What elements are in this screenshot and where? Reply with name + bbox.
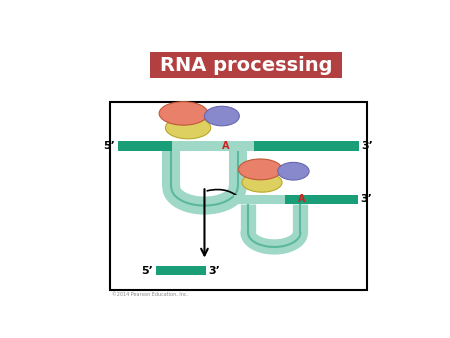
FancyBboxPatch shape [172, 141, 254, 151]
Text: 5’: 5’ [104, 141, 116, 151]
Ellipse shape [159, 102, 208, 125]
FancyBboxPatch shape [234, 195, 285, 204]
Ellipse shape [166, 117, 211, 139]
Text: 3’: 3’ [361, 141, 374, 151]
Ellipse shape [278, 162, 309, 180]
Text: A: A [298, 194, 306, 204]
FancyBboxPatch shape [110, 102, 367, 290]
FancyBboxPatch shape [156, 266, 206, 275]
Text: RNA processing: RNA processing [160, 56, 333, 75]
Text: ©2014 Pearson Education, Inc.: ©2014 Pearson Education, Inc. [112, 292, 188, 297]
Ellipse shape [204, 106, 239, 126]
FancyBboxPatch shape [150, 52, 342, 78]
Ellipse shape [238, 159, 282, 180]
FancyBboxPatch shape [118, 141, 172, 151]
FancyBboxPatch shape [285, 195, 358, 204]
Text: 3’: 3’ [209, 266, 220, 276]
Text: 5’: 5’ [141, 266, 153, 276]
FancyBboxPatch shape [254, 141, 359, 151]
Text: A: A [222, 141, 229, 151]
Text: 3’: 3’ [360, 194, 372, 204]
Ellipse shape [242, 173, 282, 192]
